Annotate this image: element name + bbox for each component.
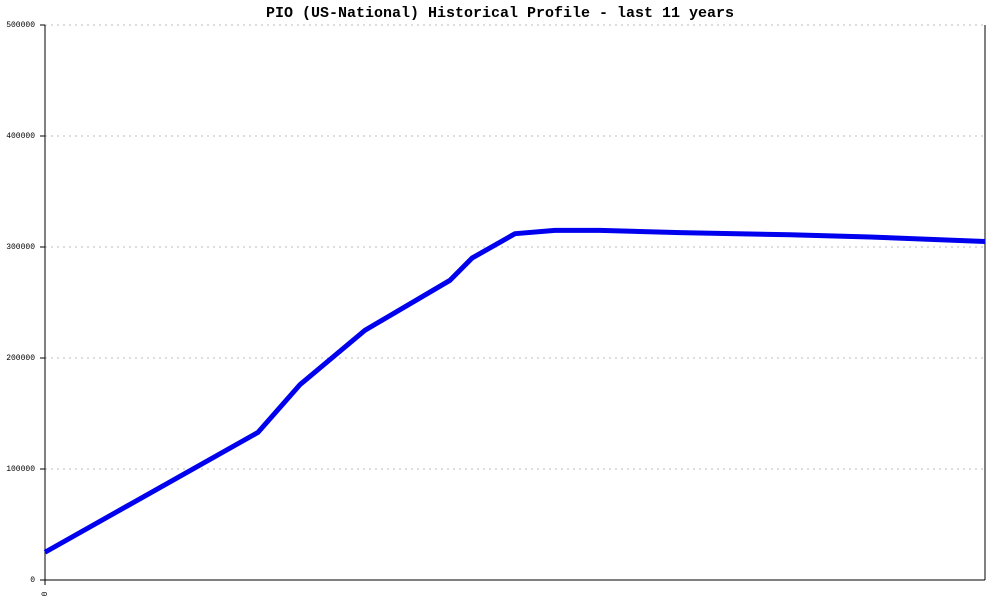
x-tick-label: 0 <box>41 591 50 596</box>
y-tick-label: 300000 <box>6 243 35 252</box>
data-line <box>43 227 986 555</box>
y-tick-label: 0 <box>30 576 35 585</box>
y-tick-label: 200000 <box>6 354 35 363</box>
y-tick-label: 500000 <box>6 21 35 30</box>
y-tick-label: 400000 <box>6 132 35 141</box>
y-tick-label: 100000 <box>6 465 35 474</box>
chart-title: PIO (US-National) Historical Profile - l… <box>266 5 734 22</box>
